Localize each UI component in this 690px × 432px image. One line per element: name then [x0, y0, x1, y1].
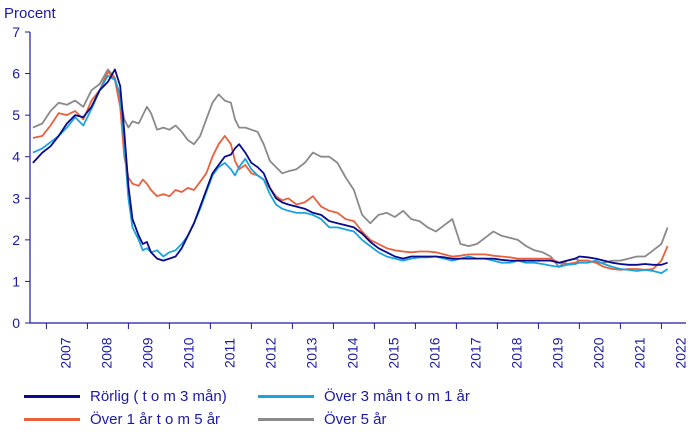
x-tick-label: 2020: [591, 337, 607, 368]
y-tick-label: 3: [12, 190, 20, 206]
y-tick-label: 4: [12, 149, 20, 165]
x-tick-label: 2021: [632, 337, 648, 368]
x-tick-label: 2012: [263, 337, 279, 368]
series-line-1: [32, 74, 669, 274]
x-tick-label: 2007: [58, 337, 74, 368]
x-tick-label: 2008: [99, 337, 115, 368]
series-line-2: [32, 70, 669, 271]
series-lines: [32, 68, 669, 274]
x-axis-ticks: 2007 2008 2009 2010 2011 2012 2013 2014 2015 2016…: [45, 323, 689, 369]
x-tick-label: 2011: [222, 338, 238, 368]
x-tick-label: 2010: [181, 337, 197, 368]
axes: [29, 32, 686, 324]
x-tick-label: 2018: [509, 337, 525, 368]
x-tick-label: 2017: [468, 337, 484, 368]
y-axis-ticks: 0 1 2 3 4 5 6 7: [12, 24, 30, 331]
y-tick-label: 5: [12, 107, 20, 123]
x-tick-label: 2014: [345, 337, 361, 368]
y-tick-label: 1: [12, 273, 20, 289]
x-tick-label: 2022: [673, 337, 689, 368]
y-axis-label: Procent: [4, 5, 57, 22]
x-tick-label: 2015: [386, 337, 402, 368]
series-line-0: [32, 68, 668, 266]
x-tick-label: 2016: [427, 337, 443, 368]
y-tick-label: 2: [12, 232, 20, 248]
x-tick-label: 2013: [304, 337, 320, 368]
x-tick-label: 2009: [140, 337, 156, 368]
x-tick-label: 2019: [550, 337, 566, 368]
series-line-3: [32, 68, 669, 268]
y-tick-label: 0: [12, 315, 20, 331]
y-tick-label: 6: [12, 66, 20, 82]
y-tick-label: 7: [12, 24, 20, 40]
